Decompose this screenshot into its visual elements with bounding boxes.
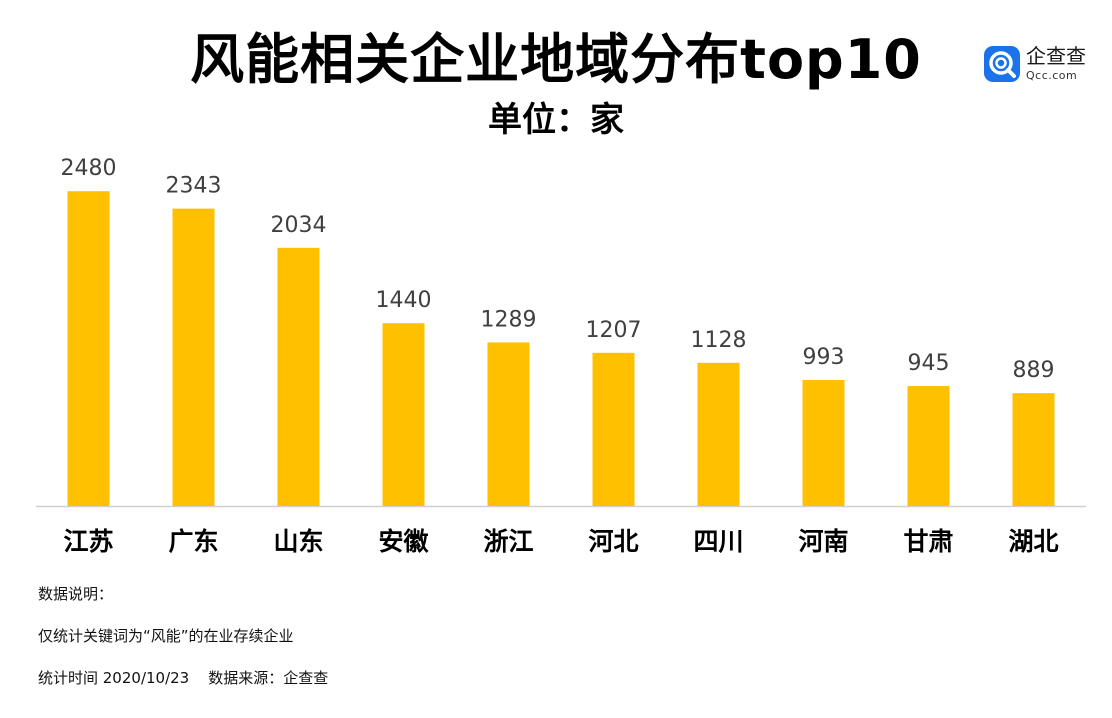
x-tick-label-8: 甘肃 bbox=[903, 527, 953, 556]
logo-brand-name: 企查查 bbox=[1026, 44, 1086, 68]
chart-unit: 单位：家 bbox=[488, 100, 624, 140]
qcc-logo-icon bbox=[984, 46, 1020, 82]
data-label-1: 2343 bbox=[166, 174, 222, 199]
bar-5 bbox=[592, 352, 635, 506]
bar-0 bbox=[67, 191, 110, 506]
bar-chart: 2480 江苏 2343 广东 2034 山东 1440 安徽 1289 浙江 1207 河北 1128… bbox=[36, 156, 1086, 556]
data-label-0: 2480 bbox=[61, 156, 117, 181]
data-label-8: 945 bbox=[908, 351, 950, 376]
data-label-3: 1440 bbox=[376, 288, 432, 313]
bar-2 bbox=[277, 247, 320, 506]
x-tick-label-7: 河南 bbox=[798, 527, 848, 556]
data-label-4: 1289 bbox=[481, 307, 537, 332]
x-tick-label-9: 湖北 bbox=[1008, 527, 1058, 556]
bar-4 bbox=[487, 342, 530, 506]
x-tick-label-5: 河北 bbox=[588, 527, 638, 556]
x-tick-label-0: 江苏 bbox=[63, 527, 113, 556]
notes-scope: 仅统计关键词为“风能”的在业存续企业 bbox=[38, 627, 294, 645]
bar-7 bbox=[802, 379, 845, 506]
bar-8 bbox=[907, 386, 950, 506]
x-tick-label-6: 四川 bbox=[693, 527, 743, 556]
notes-source: 统计时间 2020/10/23 数据来源：企查查 bbox=[38, 669, 329, 687]
data-label-9: 889 bbox=[1013, 358, 1055, 383]
bar-3 bbox=[382, 323, 425, 506]
data-label-6: 1128 bbox=[691, 328, 747, 353]
data-label-2: 2034 bbox=[271, 213, 327, 238]
qcc-logo: 企查查 Qcc.com bbox=[984, 44, 1094, 88]
bar-9 bbox=[1012, 393, 1055, 506]
bar-6 bbox=[697, 362, 740, 506]
data-label-5: 1207 bbox=[586, 318, 642, 343]
chart-title: 风能相关企业地域分布top10 bbox=[190, 28, 922, 91]
notes-heading: 数据说明： bbox=[38, 585, 114, 603]
x-tick-label-1: 广东 bbox=[168, 527, 218, 556]
x-tick-label-2: 山东 bbox=[273, 527, 323, 556]
x-tick-label-4: 浙江 bbox=[483, 527, 533, 556]
data-label-7: 993 bbox=[803, 345, 845, 370]
x-tick-label-3: 安徽 bbox=[378, 527, 429, 556]
logo-url: Qcc.com bbox=[1026, 69, 1078, 82]
bar-1 bbox=[172, 208, 215, 506]
